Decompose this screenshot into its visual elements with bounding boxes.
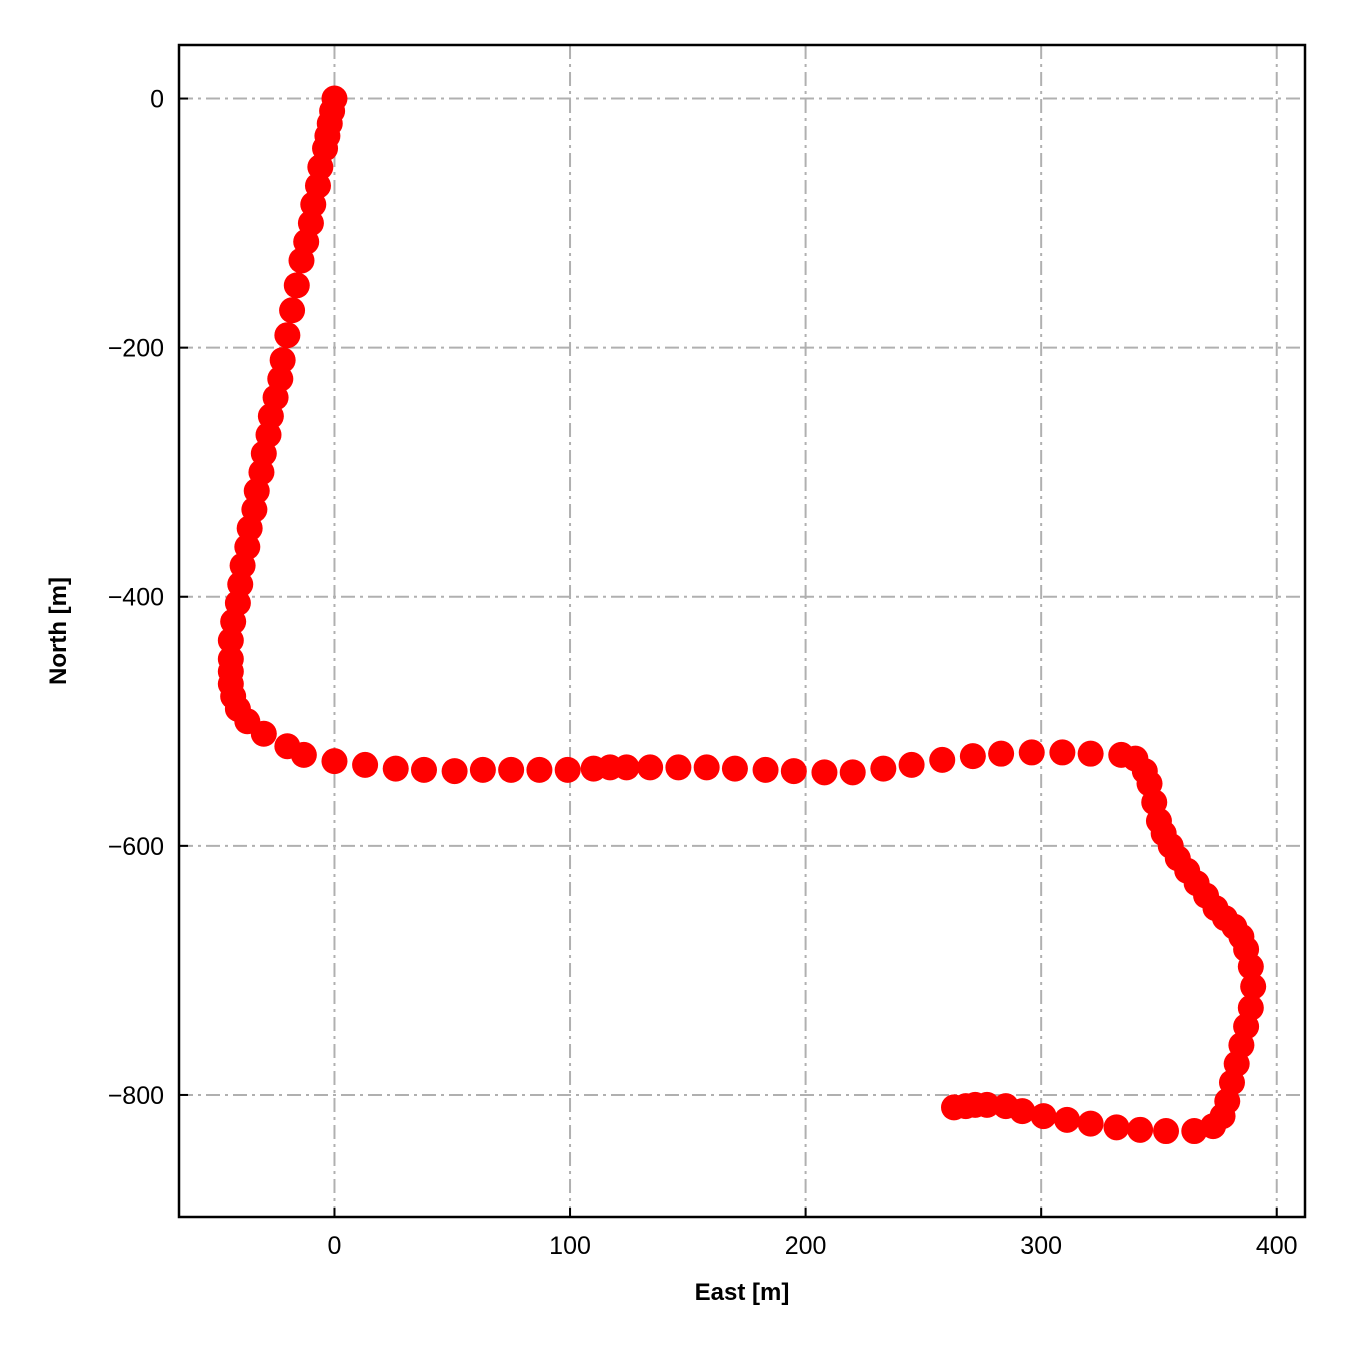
data-point <box>1049 739 1076 766</box>
data-point <box>1127 1116 1154 1143</box>
data-point <box>992 1093 1019 1120</box>
data-point <box>274 322 301 349</box>
data-point <box>1240 973 1267 1000</box>
data-point <box>1054 1106 1081 1133</box>
data-point <box>665 754 692 781</box>
x-tick-label: 100 <box>549 1232 591 1260</box>
y-tick-label: 0 <box>150 86 164 114</box>
data-point <box>290 741 317 768</box>
data-point <box>959 743 986 770</box>
data-point <box>752 756 779 783</box>
y-axis-label: North [m] <box>45 577 72 685</box>
data-point <box>870 755 897 782</box>
data-point <box>721 755 748 782</box>
data-point <box>1077 1110 1104 1137</box>
data-point <box>283 272 310 299</box>
y-tick-label: −800 <box>108 1082 164 1110</box>
data-point <box>469 756 496 783</box>
data-point <box>811 759 838 786</box>
data-point <box>1077 740 1104 767</box>
y-tick-label: −600 <box>108 833 164 861</box>
data-point <box>279 297 306 324</box>
data-point <box>898 751 925 778</box>
data-point <box>288 247 315 274</box>
data-point <box>839 759 866 786</box>
x-tick-label: 400 <box>1256 1232 1298 1260</box>
data-point <box>1237 953 1264 980</box>
data-point <box>498 756 525 783</box>
x-axis-label: East [m] <box>695 1279 790 1306</box>
data-point <box>1018 739 1045 766</box>
data-point <box>217 627 244 654</box>
y-tick-label: −400 <box>108 584 164 612</box>
data-point <box>352 751 379 778</box>
ticks-layer: 0 100 200 300 400 0 −200 −400 −600 −800 <box>108 86 1298 1260</box>
data-point <box>1103 1114 1130 1141</box>
data-point <box>382 755 409 782</box>
data-point <box>637 754 664 781</box>
data-point <box>929 746 956 773</box>
data-point <box>526 756 553 783</box>
x-tick-label: 0 <box>328 1232 342 1260</box>
points-layer <box>217 85 1267 1145</box>
data-point <box>441 758 468 785</box>
x-tick-label: 200 <box>785 1232 827 1260</box>
data-point <box>1181 1118 1208 1145</box>
data-point <box>941 1094 968 1121</box>
data-point <box>1030 1103 1057 1130</box>
plot-frame <box>177 43 1307 1219</box>
data-point <box>988 740 1015 767</box>
data-point <box>410 756 437 783</box>
grid-layer <box>179 45 1305 1217</box>
data-point <box>613 754 640 781</box>
y-tick-label: −200 <box>108 335 164 363</box>
data-point <box>1153 1118 1180 1145</box>
data-point <box>780 758 807 785</box>
data-point <box>321 748 348 775</box>
data-point <box>554 756 581 783</box>
x-tick-label: 300 <box>1020 1232 1062 1260</box>
data-point <box>250 720 277 747</box>
data-point <box>693 754 720 781</box>
